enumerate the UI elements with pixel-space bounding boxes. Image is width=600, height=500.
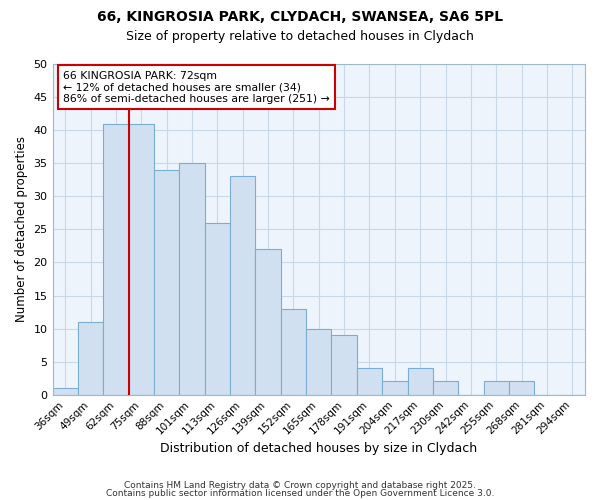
Bar [357,368,382,394]
Bar [484,382,509,394]
Text: Contains public sector information licensed under the Open Government Licence 3.: Contains public sector information licen… [106,488,494,498]
Text: 66, KINGROSIA PARK, CLYDACH, SWANSEA, SA6 5PL: 66, KINGROSIA PARK, CLYDACH, SWANSEA, SA… [97,10,503,24]
Text: Contains HM Land Registry data © Crown copyright and database right 2025.: Contains HM Land Registry data © Crown c… [124,481,476,490]
Text: 66 KINGROSIA PARK: 72sqm
← 12% of detached houses are smaller (34)
86% of semi-d: 66 KINGROSIA PARK: 72sqm ← 12% of detach… [63,70,330,104]
Bar [306,328,331,394]
Y-axis label: Number of detached properties: Number of detached properties [15,136,28,322]
Bar [179,163,205,394]
Bar [53,388,78,394]
Text: Size of property relative to detached houses in Clydach: Size of property relative to detached ho… [126,30,474,43]
Bar [281,308,306,394]
Bar [331,335,357,394]
X-axis label: Distribution of detached houses by size in Clydach: Distribution of detached houses by size … [160,442,478,455]
Bar [256,249,281,394]
Bar [103,124,128,394]
Bar [382,382,407,394]
Bar [128,124,154,394]
Bar [509,382,534,394]
Bar [230,176,256,394]
Bar [407,368,433,394]
Bar [433,382,458,394]
Bar [154,170,179,394]
Bar [205,222,230,394]
Bar [78,322,103,394]
